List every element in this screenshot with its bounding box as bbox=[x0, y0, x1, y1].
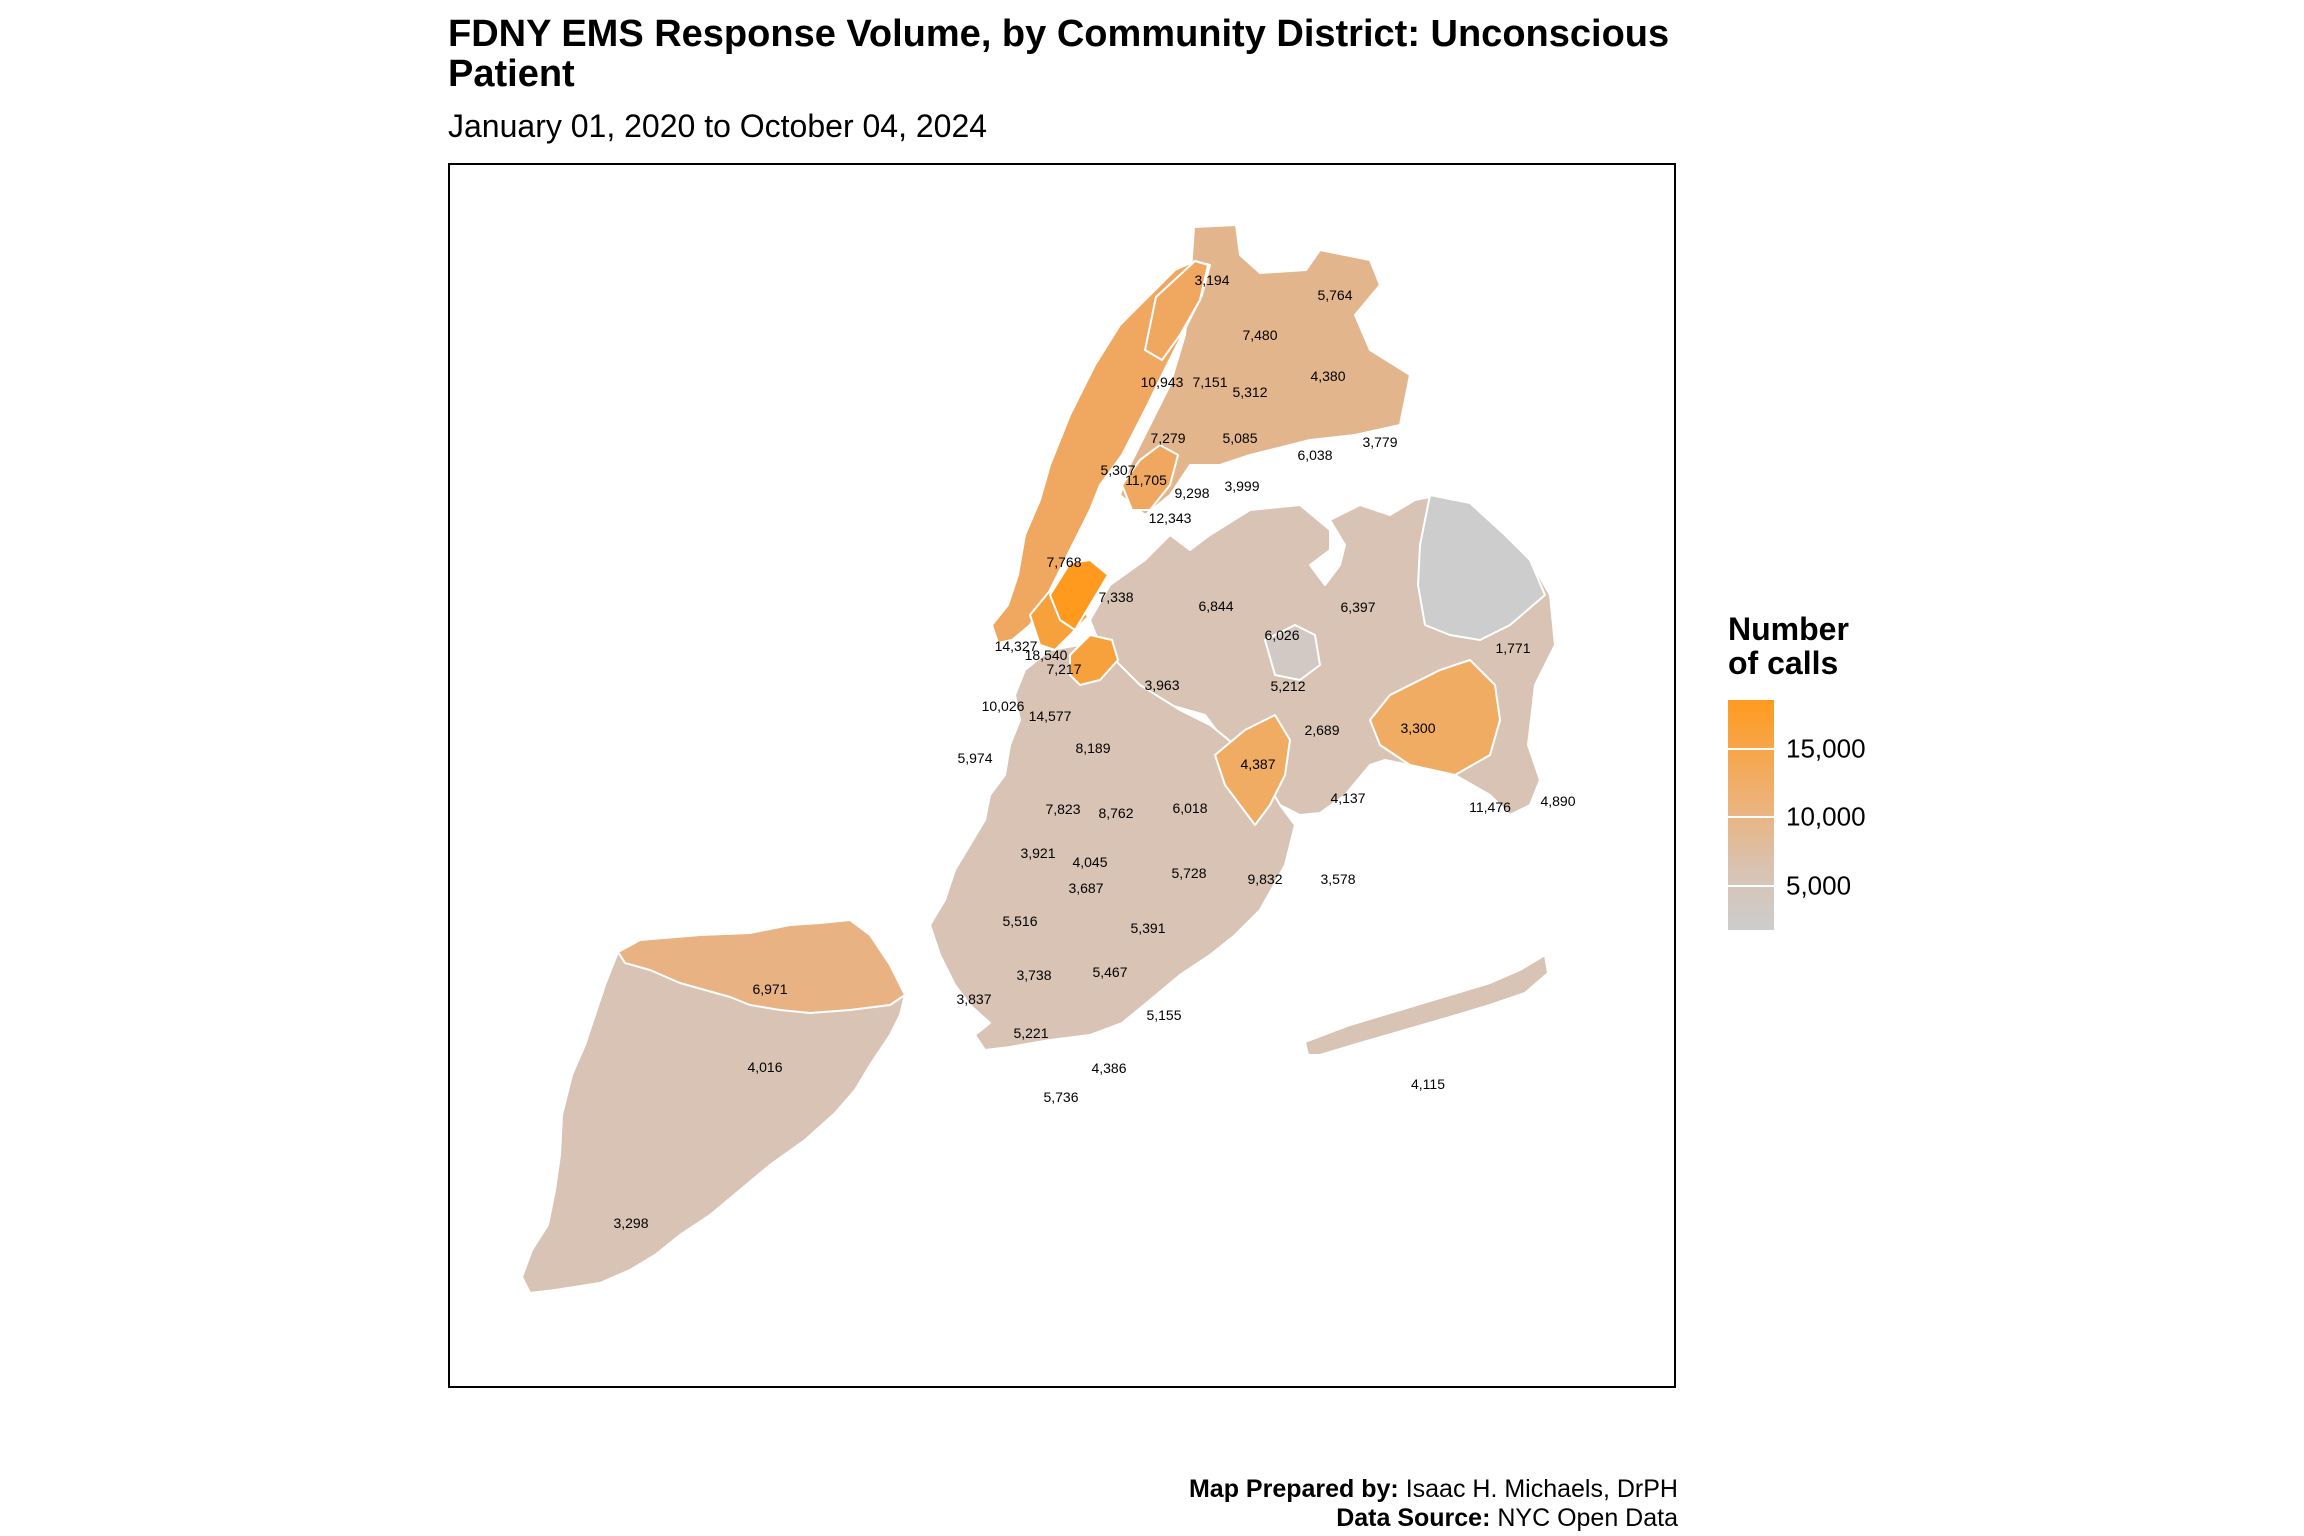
district-value-label: 4,890 bbox=[1540, 793, 1575, 809]
district-value-label: 9,298 bbox=[1174, 485, 1209, 501]
district-value-label: 6,844 bbox=[1198, 598, 1233, 614]
north-manhattan-district bbox=[1144, 260, 1209, 361]
district-value-label: 5,728 bbox=[1171, 865, 1206, 881]
legend-tick-mark bbox=[1728, 816, 1774, 819]
district-value-label: 4,016 bbox=[747, 1059, 782, 1075]
rockaway-landmass bbox=[1304, 954, 1549, 1056]
district-value-label: 5,467 bbox=[1092, 964, 1127, 980]
legend-tick-label: 10,000 bbox=[1786, 801, 1866, 832]
district-value-label: 6,397 bbox=[1340, 599, 1375, 615]
district-value-label: 7,338 bbox=[1098, 589, 1133, 605]
district-value-label: 7,151 bbox=[1192, 374, 1227, 390]
district-value-label: 10,943 bbox=[1141, 374, 1184, 390]
legend-tick-label: 15,000 bbox=[1786, 733, 1866, 764]
district-value-label: 3,963 bbox=[1144, 677, 1179, 693]
map-title: FDNY EMS Response Volume, by Community D… bbox=[448, 13, 1670, 95]
district-value-label: 5,974 bbox=[957, 750, 992, 766]
district-value-label: 2,689 bbox=[1304, 722, 1339, 738]
legend-title-line2: of calls bbox=[1728, 645, 1839, 681]
brooklyn-landmass bbox=[929, 644, 1296, 1051]
district-value-label: 7,768 bbox=[1046, 554, 1081, 570]
district-value-label: 3,999 bbox=[1224, 478, 1259, 494]
credit-source-label: Data Source: bbox=[1336, 1504, 1491, 1532]
district-value-label: 7,823 bbox=[1045, 801, 1080, 817]
staten-island-north-district bbox=[617, 919, 906, 1014]
district-value-label: 3,921 bbox=[1020, 845, 1055, 861]
map-subtitle: January 01, 2020 to October 04, 2024 bbox=[448, 108, 988, 144]
district-value-label: 6,018 bbox=[1172, 800, 1207, 816]
district-value-label: 18,540 bbox=[1025, 647, 1068, 663]
district-value-label: 5,312 bbox=[1232, 384, 1267, 400]
legend-tick-mark bbox=[1728, 747, 1774, 750]
legend-tick-label: 5,000 bbox=[1786, 870, 1852, 901]
district-value-label: 3,298 bbox=[613, 1215, 648, 1231]
credit-data-source: Data Source: NYC Open Data bbox=[1189, 1504, 1678, 1533]
district-value-label: 3,194 bbox=[1194, 272, 1229, 288]
east-new-york-district bbox=[1214, 714, 1291, 826]
district-value-label: 1,771 bbox=[1495, 640, 1530, 656]
legend-color-bar bbox=[1728, 700, 1774, 930]
district-value-label: 9,832 bbox=[1247, 871, 1282, 887]
forest-hills-grey-district bbox=[1264, 624, 1321, 681]
credit-prepared-label: Map Prepared by: bbox=[1188, 1475, 1399, 1503]
district-value-label: 5,085 bbox=[1222, 430, 1257, 446]
district-value-label: 6,038 bbox=[1297, 447, 1332, 463]
district-value-label: 11,705 bbox=[1125, 472, 1167, 488]
district-value-label: 12,343 bbox=[1149, 510, 1192, 526]
district-value-label: 10,026 bbox=[982, 698, 1025, 714]
district-value-label: 5,155 bbox=[1146, 1007, 1181, 1023]
district-value-label: 8,189 bbox=[1075, 740, 1110, 756]
district-value-label: 7,217 bbox=[1046, 661, 1081, 677]
district-value-label: 5,516 bbox=[1002, 913, 1037, 929]
district-value-label: 5,307 bbox=[1100, 462, 1135, 478]
district-value-label: 3,687 bbox=[1068, 880, 1103, 896]
district-value-label: 4,137 bbox=[1330, 790, 1365, 806]
credit-source-value: NYC Open Data bbox=[1490, 1504, 1678, 1532]
district-value-label: 14,327 bbox=[995, 638, 1038, 654]
map-credits: Map Prepared by: Isaac H. Michaels, DrPH… bbox=[1189, 1475, 1678, 1533]
district-value-label: 3,578 bbox=[1320, 871, 1355, 887]
district-value-label: 4,386 bbox=[1091, 1060, 1126, 1076]
lower-manhattan-district bbox=[1069, 634, 1119, 686]
district-value-label: 7,480 bbox=[1242, 327, 1277, 343]
nyc-map: 3,194 5,764 7,480 10,943 7,151 5,312 4,380 7,27… bbox=[521, 224, 1576, 1294]
district-value-label: 3,837 bbox=[956, 991, 991, 1007]
map-legend: Number of calls 15,000 10,000 5,000 bbox=[1728, 611, 1928, 930]
district-value-label: 7,279 bbox=[1150, 430, 1185, 446]
district-value-label: 6,971 bbox=[752, 981, 787, 997]
district-value-label: 5,736 bbox=[1043, 1089, 1078, 1105]
midtown-district bbox=[1049, 559, 1109, 631]
district-value-label: 14,577 bbox=[1029, 708, 1072, 724]
district-labels: 3,194 5,764 7,480 10,943 7,151 5,312 4,380 7,27… bbox=[613, 272, 1575, 1231]
district-value-label: 4,115 bbox=[1411, 1076, 1445, 1092]
district-value-label: 5,221 bbox=[1013, 1025, 1048, 1041]
district-value-label: 5,212 bbox=[1270, 678, 1305, 694]
legend-title-line1: Number bbox=[1728, 611, 1849, 647]
jamaica-district bbox=[1369, 659, 1501, 776]
district-value-label: 4,380 bbox=[1310, 368, 1345, 384]
map-panel: 3,194 5,764 7,480 10,943 7,151 5,312 4,380 7,27… bbox=[448, 163, 1676, 1388]
credit-prepared-value: Isaac H. Michaels, DrPH bbox=[1398, 1475, 1678, 1503]
east-queens-grey-district bbox=[1417, 494, 1546, 641]
district-value-label: 3,779 bbox=[1362, 434, 1397, 450]
legend-tick-mark bbox=[1728, 884, 1774, 887]
south-bronx-district bbox=[1121, 444, 1179, 511]
district-value-label: 4,387 bbox=[1240, 756, 1275, 772]
district-value-label: 3,738 bbox=[1016, 967, 1051, 983]
district-value-label: 5,391 bbox=[1130, 920, 1165, 936]
district-value-label: 4,045 bbox=[1072, 854, 1107, 870]
district-value-label: 6,026 bbox=[1264, 627, 1299, 643]
district-value-label: 11,476 bbox=[1469, 799, 1511, 815]
district-value-label: 3,300 bbox=[1400, 720, 1435, 736]
district-value-label: 8,762 bbox=[1098, 805, 1133, 821]
credit-prepared-by: Map Prepared by: Isaac H. Michaels, DrPH bbox=[1189, 1475, 1678, 1504]
district-value-label: 5,764 bbox=[1317, 287, 1352, 303]
